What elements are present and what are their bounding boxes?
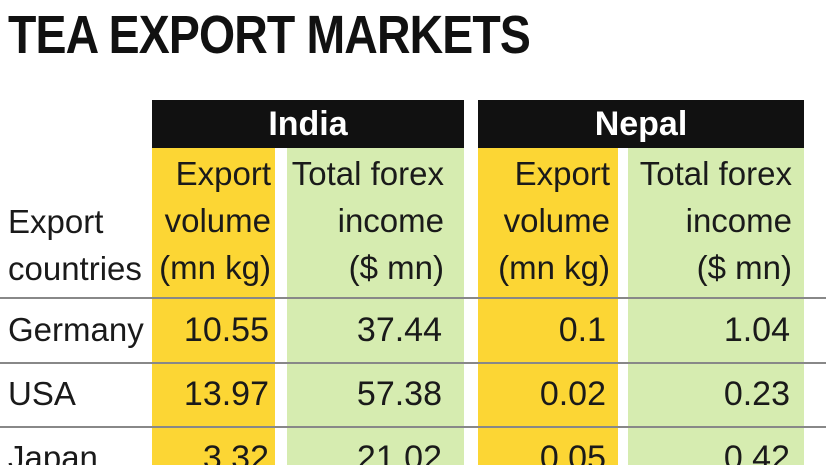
column-header-nepal-volume: Export volume (mn kg) xyxy=(478,150,618,291)
header-line: ($ mn) xyxy=(696,249,792,286)
column-header-nepal-forex: Total forex income ($ mn) xyxy=(628,150,804,291)
table-cell: 57.38 xyxy=(356,375,442,413)
table-cell: 13.97 xyxy=(183,375,269,413)
table-cell: 0.42 xyxy=(723,439,790,465)
table-cell: 3.32 xyxy=(202,439,269,465)
row-label-japan: Japan xyxy=(8,439,98,465)
table-cell: 10.55 xyxy=(183,311,269,349)
india-volume-column xyxy=(152,148,275,465)
table-cell: 0.23 xyxy=(723,375,790,413)
header-line: Export xyxy=(514,155,610,192)
header-line: Export xyxy=(175,155,271,192)
group-name: Nepal xyxy=(594,104,688,143)
nepal-forex-column xyxy=(628,148,804,465)
row-label-usa: USA xyxy=(8,375,76,412)
header-line: (mn kg) xyxy=(498,249,610,286)
table-cell: 1.04 xyxy=(723,311,790,349)
group-header-nepal: Nepal xyxy=(478,100,804,148)
header-line: income xyxy=(337,202,444,239)
header-line: volume xyxy=(164,202,271,239)
row-divider xyxy=(0,362,826,364)
header-line: Total forex xyxy=(639,155,792,192)
row-header-line: Export xyxy=(8,203,104,240)
table-cell: 21.02 xyxy=(356,439,442,465)
header-line: income xyxy=(685,202,792,239)
table-cell: 0.1 xyxy=(558,311,606,349)
header-line: (mn kg) xyxy=(159,249,271,286)
group-header-india: India xyxy=(152,100,464,148)
row-header: Export countries xyxy=(8,198,142,292)
column-header-india-volume: Export volume (mn kg) xyxy=(152,150,275,291)
header-divider xyxy=(0,297,826,299)
india-forex-column xyxy=(287,148,464,465)
row-header-line: countries xyxy=(8,250,142,287)
table-cell: 0.05 xyxy=(539,439,606,465)
header-line: volume xyxy=(503,202,610,239)
group-name: India xyxy=(268,104,348,143)
column-header-india-forex: Total forex income ($ mn) xyxy=(287,150,464,291)
table-cell: 37.44 xyxy=(356,311,442,349)
table-cell: 0.02 xyxy=(539,375,606,413)
row-divider xyxy=(0,426,826,428)
nepal-volume-column xyxy=(478,148,618,465)
page-title: TEA EXPORT MARKETS xyxy=(8,5,531,65)
row-label-germany: Germany xyxy=(8,311,144,348)
header-line: Total forex xyxy=(291,155,444,192)
header-line: ($ mn) xyxy=(348,249,444,286)
